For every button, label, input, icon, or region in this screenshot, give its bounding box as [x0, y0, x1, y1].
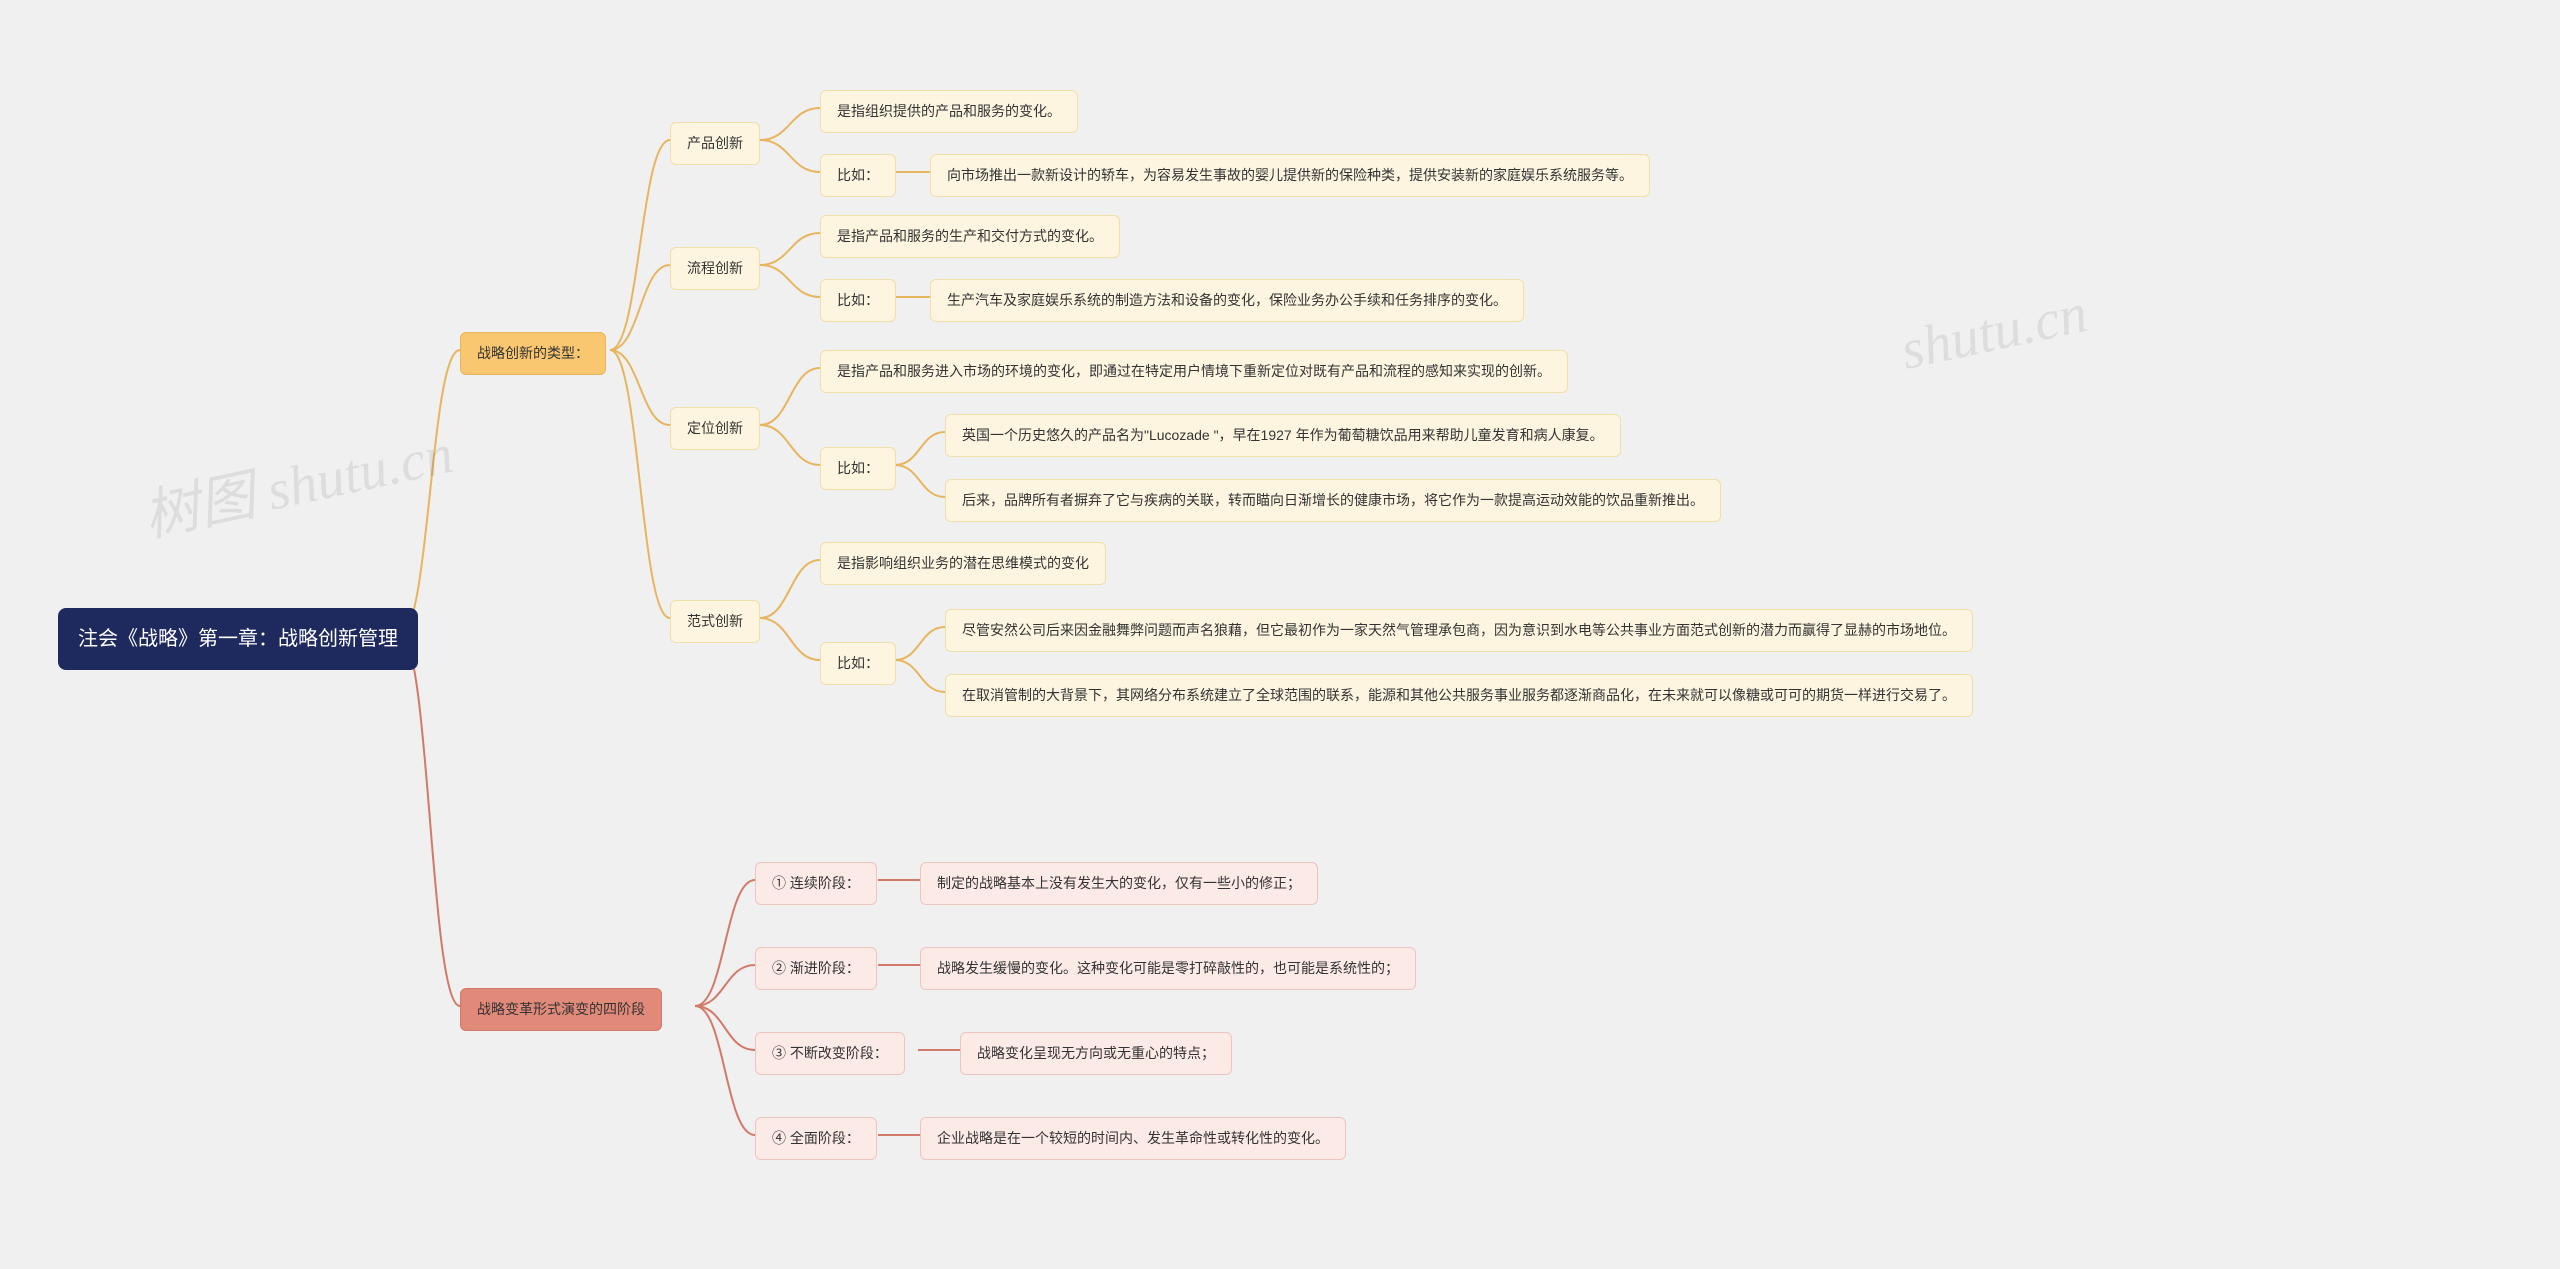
- node-paradigm-eg-label[interactable]: 比如：: [820, 642, 896, 685]
- stage-2-label[interactable]: ② 渐进阶段：: [755, 947, 877, 990]
- branch-types[interactable]: 战略创新的类型：: [460, 332, 606, 375]
- node-paradigm-def[interactable]: 是指影响组织业务的潜在思维模式的变化: [820, 542, 1106, 585]
- stage-3-label[interactable]: ③ 不断改变阶段：: [755, 1032, 905, 1075]
- node-positioning-eg2[interactable]: 后来，品牌所有者摒弃了它与疾病的关联，转而瞄向日渐增长的健康市场，将它作为一款提…: [945, 479, 1721, 522]
- node-paradigm-eg1[interactable]: 尽管安然公司后来因金融舞弊问题而声名狼藉，但它最初作为一家天然气管理承包商，因为…: [945, 609, 1973, 652]
- node-process-eg-label[interactable]: 比如：: [820, 279, 896, 322]
- node-process[interactable]: 流程创新: [670, 247, 760, 290]
- node-process-def[interactable]: 是指产品和服务的生产和交付方式的变化。: [820, 215, 1120, 258]
- stage-4-text[interactable]: 企业战略是在一个较短的时间内、发生革命性或转化性的变化。: [920, 1117, 1346, 1160]
- node-product[interactable]: 产品创新: [670, 122, 760, 165]
- node-positioning-eg-label[interactable]: 比如：: [820, 447, 896, 490]
- stage-1-label[interactable]: ① 连续阶段：: [755, 862, 877, 905]
- stage-2-text[interactable]: 战略发生缓慢的变化。这种变化可能是零打碎敲性的，也可能是系统性的；: [920, 947, 1416, 990]
- node-positioning[interactable]: 定位创新: [670, 407, 760, 450]
- node-paradigm[interactable]: 范式创新: [670, 600, 760, 643]
- node-positioning-eg1[interactable]: 英国一个历史悠久的产品名为"Lucozade "，早在1927 年作为葡萄糖饮品…: [945, 414, 1621, 457]
- stage-1-text[interactable]: 制定的战略基本上没有发生大的变化，仅有一些小的修正；: [920, 862, 1318, 905]
- stage-4-label[interactable]: ④ 全面阶段：: [755, 1117, 877, 1160]
- stage-3-text[interactable]: 战略变化呈现无方向或无重心的特点；: [960, 1032, 1232, 1075]
- node-product-eg[interactable]: 向市场推出一款新设计的轿车，为容易发生事故的婴儿提供新的保险种类，提供安装新的家…: [930, 154, 1650, 197]
- mindmap-canvas: 树图 shutu.cn shutu.cn 注会《战略》第一章：战略创新管理 战略…: [0, 0, 2560, 1269]
- node-positioning-def[interactable]: 是指产品和服务进入市场的环境的变化，即通过在特定用户情境下重新定位对既有产品和流…: [820, 350, 1568, 393]
- branch-stages[interactable]: 战略变革形式演变的四阶段: [460, 988, 662, 1031]
- watermark: 树图 shutu.cn: [135, 408, 459, 553]
- root-node[interactable]: 注会《战略》第一章：战略创新管理: [58, 608, 418, 670]
- node-process-eg[interactable]: 生产汽车及家庭娱乐系统的制造方法和设备的变化，保险业务办公手续和任务排序的变化。: [930, 279, 1524, 322]
- watermark: shutu.cn: [1895, 281, 2092, 383]
- node-product-eg-label[interactable]: 比如：: [820, 154, 896, 197]
- node-paradigm-eg2[interactable]: 在取消管制的大背景下，其网络分布系统建立了全球范围的联系，能源和其他公共服务事业…: [945, 674, 1973, 717]
- node-product-def[interactable]: 是指组织提供的产品和服务的变化。: [820, 90, 1078, 133]
